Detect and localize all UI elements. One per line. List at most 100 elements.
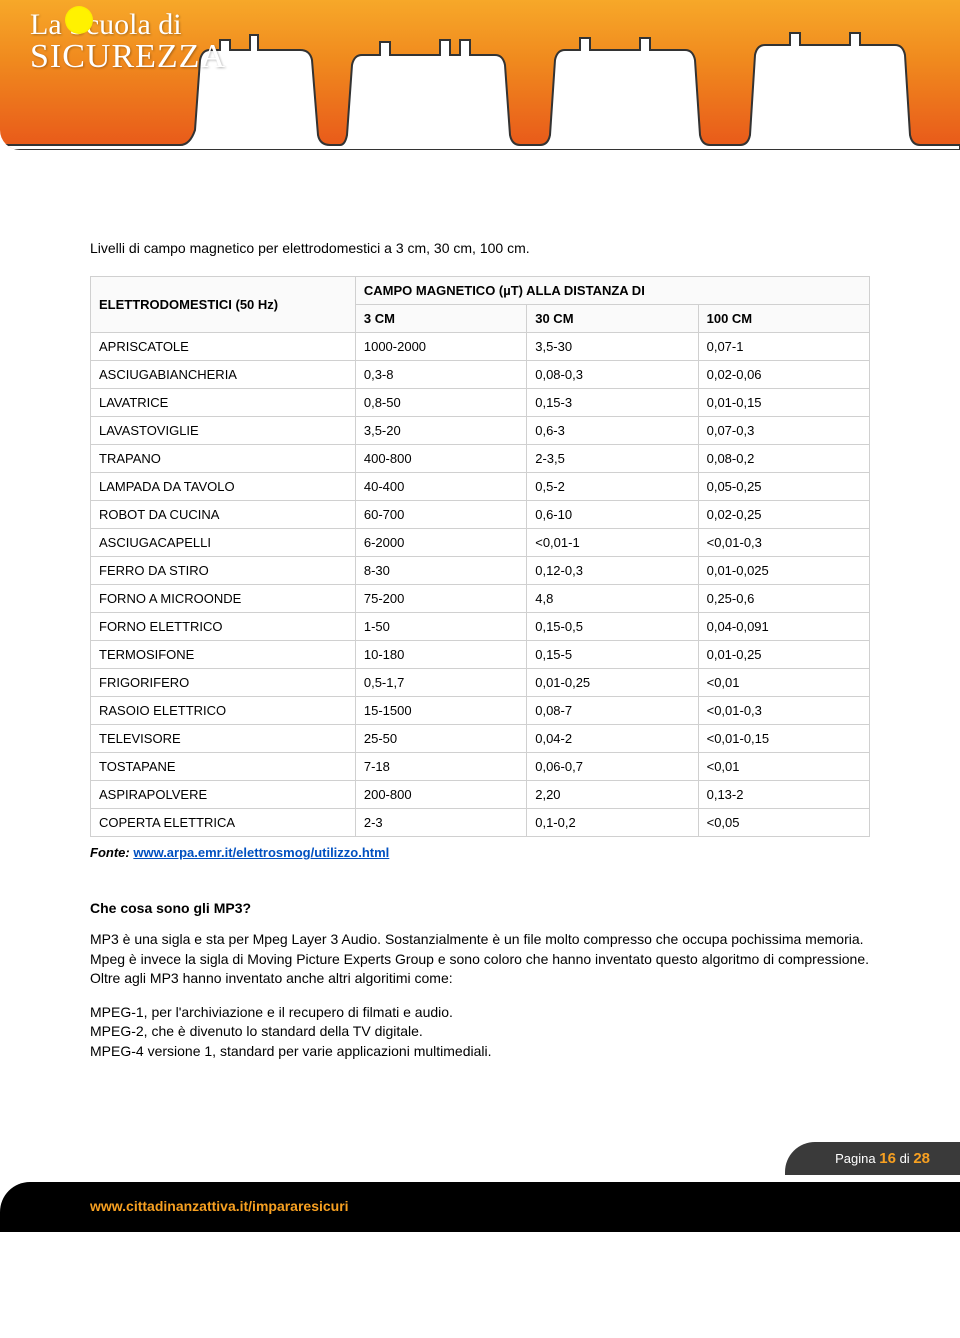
table-row: RASOIO ELETTRICO15-15000,08-7<0,01-0,3 — [91, 697, 870, 725]
logo-top: La Scuola di — [30, 10, 226, 40]
cell-value: 0,3-8 — [355, 361, 526, 389]
cell-value: 0,04-2 — [527, 725, 698, 753]
cell-value: <0,01 — [698, 669, 869, 697]
page-total: 28 — [913, 1150, 930, 1167]
cell-value: 0,08-0,2 — [698, 445, 869, 473]
table-row: LAVATRICE0,8-500,15-30,01-0,15 — [91, 389, 870, 417]
source-label: Fonte: — [90, 845, 130, 860]
cell-appliance: ASCIUGABIANCHERIA — [91, 361, 356, 389]
table-row: COPERTA ELETTRICA2-30,1-0,2<0,05 — [91, 809, 870, 837]
cell-appliance: FORNO A MICROONDE — [91, 585, 356, 613]
cell-value: <0,01-0,3 — [698, 529, 869, 557]
cell-value: 60-700 — [355, 501, 526, 529]
cell-value: <0,01-1 — [527, 529, 698, 557]
logo: La Scuola di SICUREZZA — [30, 10, 226, 74]
cell-value: 0,07-0,3 — [698, 417, 869, 445]
cell-value: 0,08-0,3 — [527, 361, 698, 389]
cell-value: 7-18 — [355, 753, 526, 781]
footer-bar: www.cittadinanzattiva.it/impararesicuri — [0, 1182, 960, 1232]
cell-value: 3,5-20 — [355, 417, 526, 445]
footer-url[interactable]: www.cittadinanzattiva.it/impararesicuri — [90, 1198, 349, 1214]
page-number-tab: Pagina 16 di 28 — [785, 1142, 960, 1175]
cell-value: 25-50 — [355, 725, 526, 753]
table-row: FRIGORIFERO0,5-1,70,01-0,25<0,01 — [91, 669, 870, 697]
cell-value: 2-3,5 — [527, 445, 698, 473]
cell-value: 1000-2000 — [355, 333, 526, 361]
cell-value: 0,12-0,3 — [527, 557, 698, 585]
th-30cm: 30 CM — [527, 305, 698, 333]
cell-value: 0,07-1 — [698, 333, 869, 361]
cell-value: 40-400 — [355, 473, 526, 501]
magnetic-field-table: ELETTRODOMESTICI (50 Hz) CAMPO MAGNETICO… — [90, 276, 870, 837]
cell-value: 0,15-5 — [527, 641, 698, 669]
cell-value: 0,01-0,25 — [698, 641, 869, 669]
cell-appliance: APRISCATOLE — [91, 333, 356, 361]
cell-appliance: ASCIUGACAPELLI — [91, 529, 356, 557]
table-row: FORNO A MICROONDE75-2004,80,25-0,6 — [91, 585, 870, 613]
cell-appliance: TOSTAPANE — [91, 753, 356, 781]
table-row: LAMPADA DA TAVOLO40-4000,5-20,05-0,25 — [91, 473, 870, 501]
cell-value: 0,08-7 — [527, 697, 698, 725]
cell-value: 4,8 — [527, 585, 698, 613]
cell-value: 0,1-0,2 — [527, 809, 698, 837]
cell-value: 10-180 — [355, 641, 526, 669]
table-row: ASCIUGABIANCHERIA0,3-80,08-0,30,02-0,06 — [91, 361, 870, 389]
mp3-title: Che cosa sono gli MP3? — [90, 900, 870, 916]
table-row: ASPIRAPOLVERE200-8002,200,13-2 — [91, 781, 870, 809]
cell-value: 8-30 — [355, 557, 526, 585]
table-row: TELEVISORE25-500,04-2<0,01-0,15 — [91, 725, 870, 753]
cell-value: 75-200 — [355, 585, 526, 613]
cell-value: 1-50 — [355, 613, 526, 641]
cell-appliance: FERRO DA STIRO — [91, 557, 356, 585]
cell-appliance: FORNO ELETTRICO — [91, 613, 356, 641]
cell-value: 0,04-0,091 — [698, 613, 869, 641]
cell-value: 0,02-0,25 — [698, 501, 869, 529]
th-appliance: ELETTRODOMESTICI (50 Hz) — [91, 277, 356, 333]
cell-appliance: LAMPADA DA TAVOLO — [91, 473, 356, 501]
table-row: LAVASTOVIGLIE3,5-200,6-30,07-0,3 — [91, 417, 870, 445]
cell-value: 0,8-50 — [355, 389, 526, 417]
cell-value: 2-3 — [355, 809, 526, 837]
cell-value: 0,6-3 — [527, 417, 698, 445]
mp3-line-1: MPEG-1, per l'archiviazione e il recuper… — [90, 1003, 870, 1023]
cell-appliance: TELEVISORE — [91, 725, 356, 753]
cell-value: 0,5-1,7 — [355, 669, 526, 697]
th-3cm: 3 CM — [355, 305, 526, 333]
th-field-span: CAMPO MAGNETICO (µT) ALLA DISTANZA DI — [355, 277, 869, 305]
cell-value: 3,5-30 — [527, 333, 698, 361]
cell-value: 0,6-10 — [527, 501, 698, 529]
cell-value: 0,13-2 — [698, 781, 869, 809]
cell-appliance: LAVASTOVIGLIE — [91, 417, 356, 445]
table-row: TERMOSIFONE10-1800,15-50,01-0,25 — [91, 641, 870, 669]
page-sep: di — [900, 1151, 910, 1166]
source-link[interactable]: www.arpa.emr.it/elettrosmog/utilizzo.htm… — [133, 845, 389, 860]
table-row: ROBOT DA CUCINA60-7000,6-100,02-0,25 — [91, 501, 870, 529]
logo-bottom: SICUREZZA — [30, 40, 226, 74]
table-row: TRAPANO400-8002-3,50,08-0,2 — [91, 445, 870, 473]
cell-value: 0,05-0,25 — [698, 473, 869, 501]
cell-value: 200-800 — [355, 781, 526, 809]
cell-value: 400-800 — [355, 445, 526, 473]
cell-value: <0,01-0,15 — [698, 725, 869, 753]
page-content: Livelli di campo magnetico per elettrodo… — [0, 150, 960, 1102]
cell-value: 0,02-0,06 — [698, 361, 869, 389]
cell-value: 0,5-2 — [527, 473, 698, 501]
cell-value: 6-2000 — [355, 529, 526, 557]
mp3-list: MPEG-1, per l'archiviazione e il recuper… — [90, 1003, 870, 1062]
page-label: Pagina — [835, 1151, 875, 1166]
cell-appliance: ROBOT DA CUCINA — [91, 501, 356, 529]
page-header: La Scuola di SICUREZZA — [0, 0, 960, 150]
table-row: FERRO DA STIRO8-300,12-0,30,01-0,025 — [91, 557, 870, 585]
cell-value: 2,20 — [527, 781, 698, 809]
cell-value: 0,15-0,5 — [527, 613, 698, 641]
cell-value: <0,01-0,3 — [698, 697, 869, 725]
cell-appliance: LAVATRICE — [91, 389, 356, 417]
cell-value: 0,01-0,25 — [527, 669, 698, 697]
cell-value: 15-1500 — [355, 697, 526, 725]
cell-value: 0,25-0,6 — [698, 585, 869, 613]
cell-value: 0,06-0,7 — [527, 753, 698, 781]
th-100cm: 100 CM — [698, 305, 869, 333]
mp3-line-3: MPEG-4 versione 1, standard per varie ap… — [90, 1042, 870, 1062]
cell-value: 0,01-0,15 — [698, 389, 869, 417]
cell-value: <0,05 — [698, 809, 869, 837]
